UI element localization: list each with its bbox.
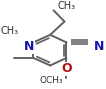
Text: N: N — [94, 40, 104, 53]
Text: CH₃: CH₃ — [1, 26, 19, 36]
Text: N: N — [24, 40, 34, 53]
Text: CH₃: CH₃ — [57, 1, 75, 11]
Text: OCH₃: OCH₃ — [40, 76, 63, 85]
Text: O: O — [61, 62, 72, 75]
